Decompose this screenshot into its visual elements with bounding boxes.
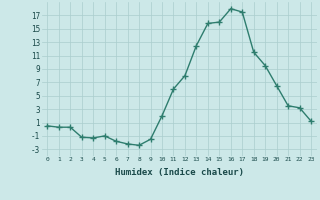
X-axis label: Humidex (Indice chaleur): Humidex (Indice chaleur) [115, 168, 244, 177]
